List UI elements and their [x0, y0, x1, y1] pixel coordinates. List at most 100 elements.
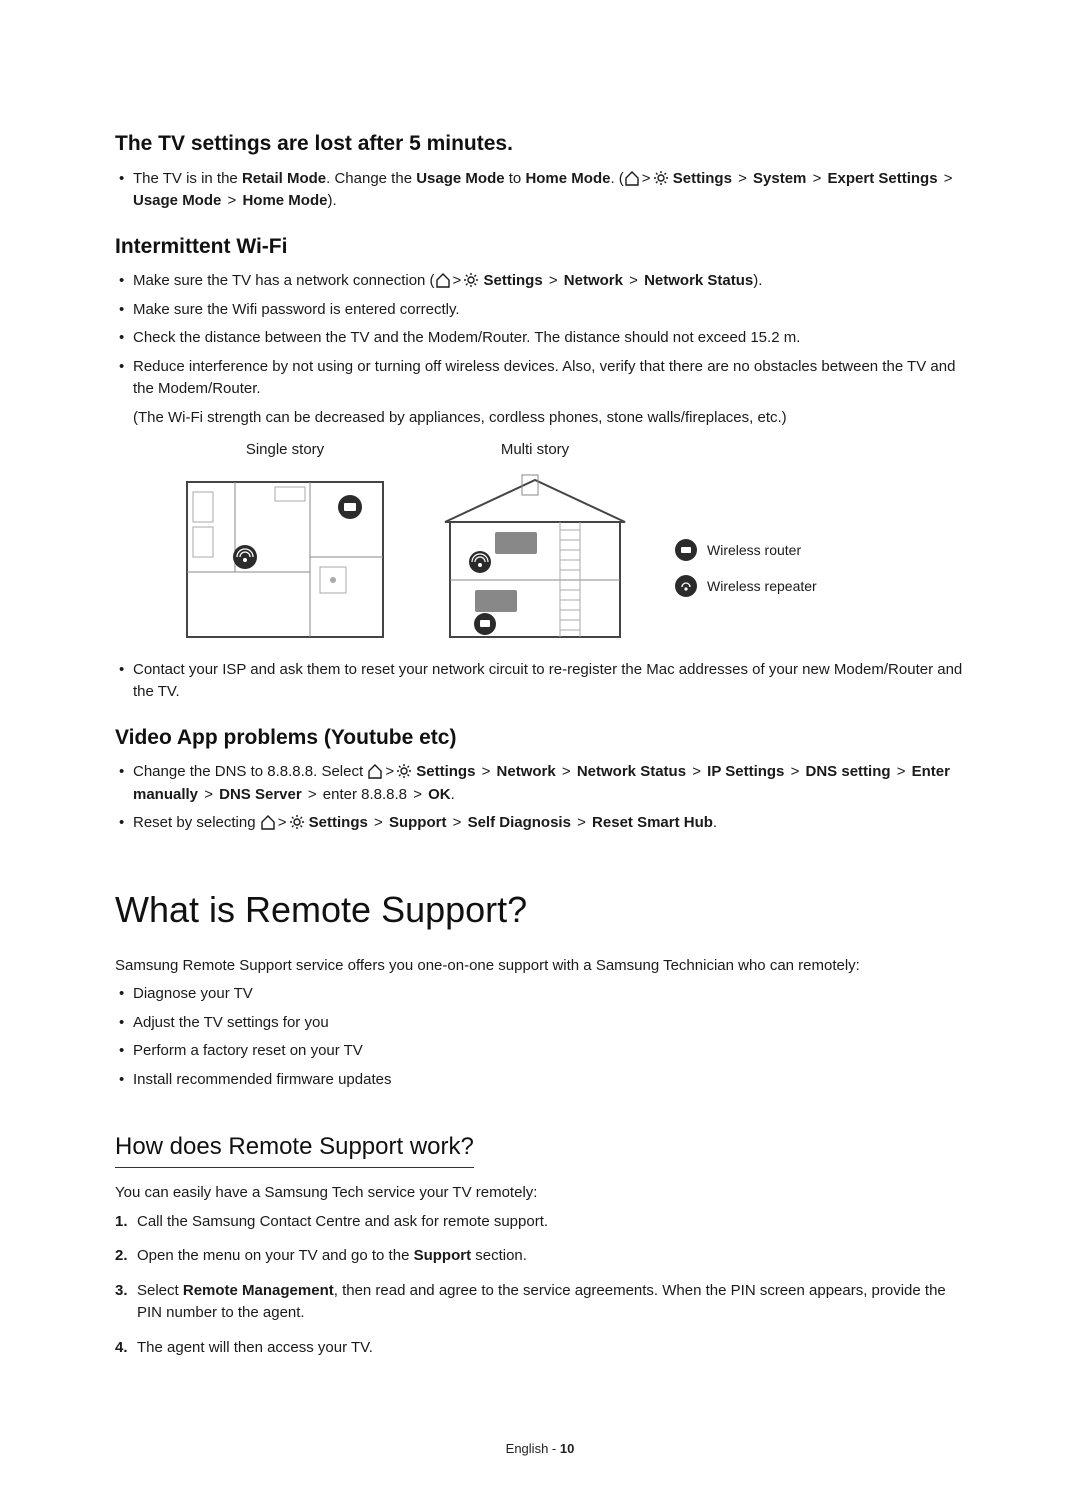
path-usage: Usage Mode [133, 192, 221, 209]
list-item: Select Remote Management, then read and … [137, 1280, 965, 1325]
path-dns-setting: DNS setting [806, 763, 891, 780]
chevron-icon: > [276, 812, 289, 835]
path-network-status: Network Status [644, 272, 753, 289]
list-wifi-2: Contact your ISP and ask them to reset y… [115, 659, 965, 704]
heading-remote-support: What is Remote Support? [115, 883, 965, 937]
heading-intermittent-wifi: Intermittent Wi-Fi [115, 231, 965, 263]
path-support: Support [389, 814, 447, 831]
legend-router: Wireless router [675, 539, 817, 561]
repeater-icon [675, 575, 697, 597]
path-home: Home Mode [242, 192, 327, 209]
gear-icon [463, 272, 479, 288]
chevron-icon: > [451, 270, 464, 293]
path-network: Network [564, 272, 623, 289]
diagram-multi-story: Multi story [425, 439, 645, 647]
text-bold: Support [414, 1247, 472, 1264]
path-network: Network [497, 763, 556, 780]
chevron-icon: > [480, 761, 493, 784]
list-item: Reset by selecting > Settings > Support … [133, 812, 965, 835]
chevron-icon: > [789, 761, 802, 784]
chevron-icon: > [202, 784, 215, 807]
diagram-row: Single story Multi sto [175, 439, 965, 647]
path-self-diagnosis: Self Diagnosis [468, 814, 571, 831]
text: . ( [610, 170, 623, 187]
remote-intro: Samsung Remote Support service offers yo… [115, 955, 965, 978]
heading-video-app: Video App problems (Youtube etc) [115, 722, 965, 754]
chevron-icon: > [306, 784, 319, 807]
chevron-icon: > [451, 812, 464, 835]
path-settings: Settings [673, 170, 732, 187]
list-item: Check the distance between the TV and th… [133, 327, 965, 350]
text: to [505, 170, 526, 187]
path-ok: OK [428, 786, 451, 803]
list-item: The TV is in the Retail Mode. Change the… [133, 168, 965, 213]
list-wifi: Make sure the TV has a network connectio… [115, 270, 965, 429]
list-item: Call the Samsung Contact Centre and ask … [137, 1211, 965, 1234]
page-footer: English - 10 [115, 1439, 965, 1459]
legend-label: Wireless repeater [707, 576, 817, 597]
gear-icon [289, 814, 305, 830]
list-item: Diagnose your TV [133, 983, 965, 1006]
text-bold: Retail Mode [242, 170, 326, 187]
chevron-icon: > [811, 168, 824, 191]
chevron-icon: > [547, 270, 560, 293]
path-settings: Settings [309, 814, 368, 831]
chevron-icon: > [372, 812, 385, 835]
gear-icon [396, 763, 412, 779]
text: section. [471, 1247, 527, 1264]
path-dns-server: DNS Server [219, 786, 302, 803]
text: Reduce interference by not using or turn… [133, 358, 955, 398]
chevron-icon: > [736, 168, 749, 191]
heading-tv-settings-lost: The TV settings are lost after 5 minutes… [115, 128, 965, 160]
chevron-icon: > [690, 761, 703, 784]
legend-repeater: Wireless repeater [675, 575, 817, 597]
text: Open the menu on your TV and go to the [137, 1247, 414, 1264]
how-intro: You can easily have a Samsung Tech servi… [115, 1182, 965, 1205]
chevron-icon: > [383, 761, 396, 784]
diagram-label: Single story [175, 439, 395, 462]
list-item: The agent will then access your TV. [137, 1337, 965, 1360]
house-illustration [425, 472, 645, 647]
list-item: Reduce interference by not using or turn… [133, 356, 965, 430]
list-remote: Diagnose your TV Adjust the TV settings … [115, 983, 965, 1091]
list-item: Make sure the Wifi password is entered c… [133, 299, 965, 322]
text: . [451, 786, 455, 803]
path-network-status: Network Status [577, 763, 686, 780]
text: Change the DNS to 8.8.8.8. Select [133, 763, 367, 780]
router-icon [675, 539, 697, 561]
footer-lang: English - [506, 1441, 560, 1456]
text: ). [327, 192, 336, 209]
path-settings: Settings [416, 763, 475, 780]
list-item: Make sure the TV has a network connectio… [133, 270, 965, 293]
floorplan-illustration [175, 472, 395, 647]
legend-label: Wireless router [707, 540, 801, 561]
diagram-legend: Wireless router Wireless repeater [675, 539, 817, 597]
text-bold: Home Mode [525, 170, 610, 187]
list-item: Perform a factory reset on your TV [133, 1040, 965, 1063]
list-item: Install recommended firmware updates [133, 1069, 965, 1092]
diagram-single-story: Single story [175, 439, 395, 647]
note-text: (The Wi-Fi strength can be decreased by … [133, 407, 965, 430]
chevron-icon: > [560, 761, 573, 784]
path-system: System [753, 170, 806, 187]
list-item: Adjust the TV settings for you [133, 1012, 965, 1035]
chevron-icon: > [627, 270, 640, 293]
chevron-icon: > [640, 168, 653, 191]
chevron-icon: > [226, 190, 239, 213]
home-icon [367, 763, 383, 779]
path-reset-smart-hub: Reset Smart Hub [592, 814, 713, 831]
heading-how-remote: How does Remote Support work? [115, 1129, 474, 1168]
text-bold: Usage Mode [416, 170, 504, 187]
chevron-icon: > [575, 812, 588, 835]
list-video-app: Change the DNS to 8.8.8.8. Select > Sett… [115, 761, 965, 835]
text: enter 8.8.8.8 [319, 786, 412, 803]
list-how: Call the Samsung Contact Centre and ask … [115, 1211, 965, 1360]
home-icon [435, 272, 451, 288]
home-icon [260, 814, 276, 830]
list-tv-settings: The TV is in the Retail Mode. Change the… [115, 168, 965, 213]
text-bold: Remote Management [183, 1282, 334, 1299]
path-ip-settings: IP Settings [707, 763, 784, 780]
text: ). [753, 272, 762, 289]
list-item: Open the menu on your TV and go to the S… [137, 1245, 965, 1268]
path-settings: Settings [483, 272, 542, 289]
